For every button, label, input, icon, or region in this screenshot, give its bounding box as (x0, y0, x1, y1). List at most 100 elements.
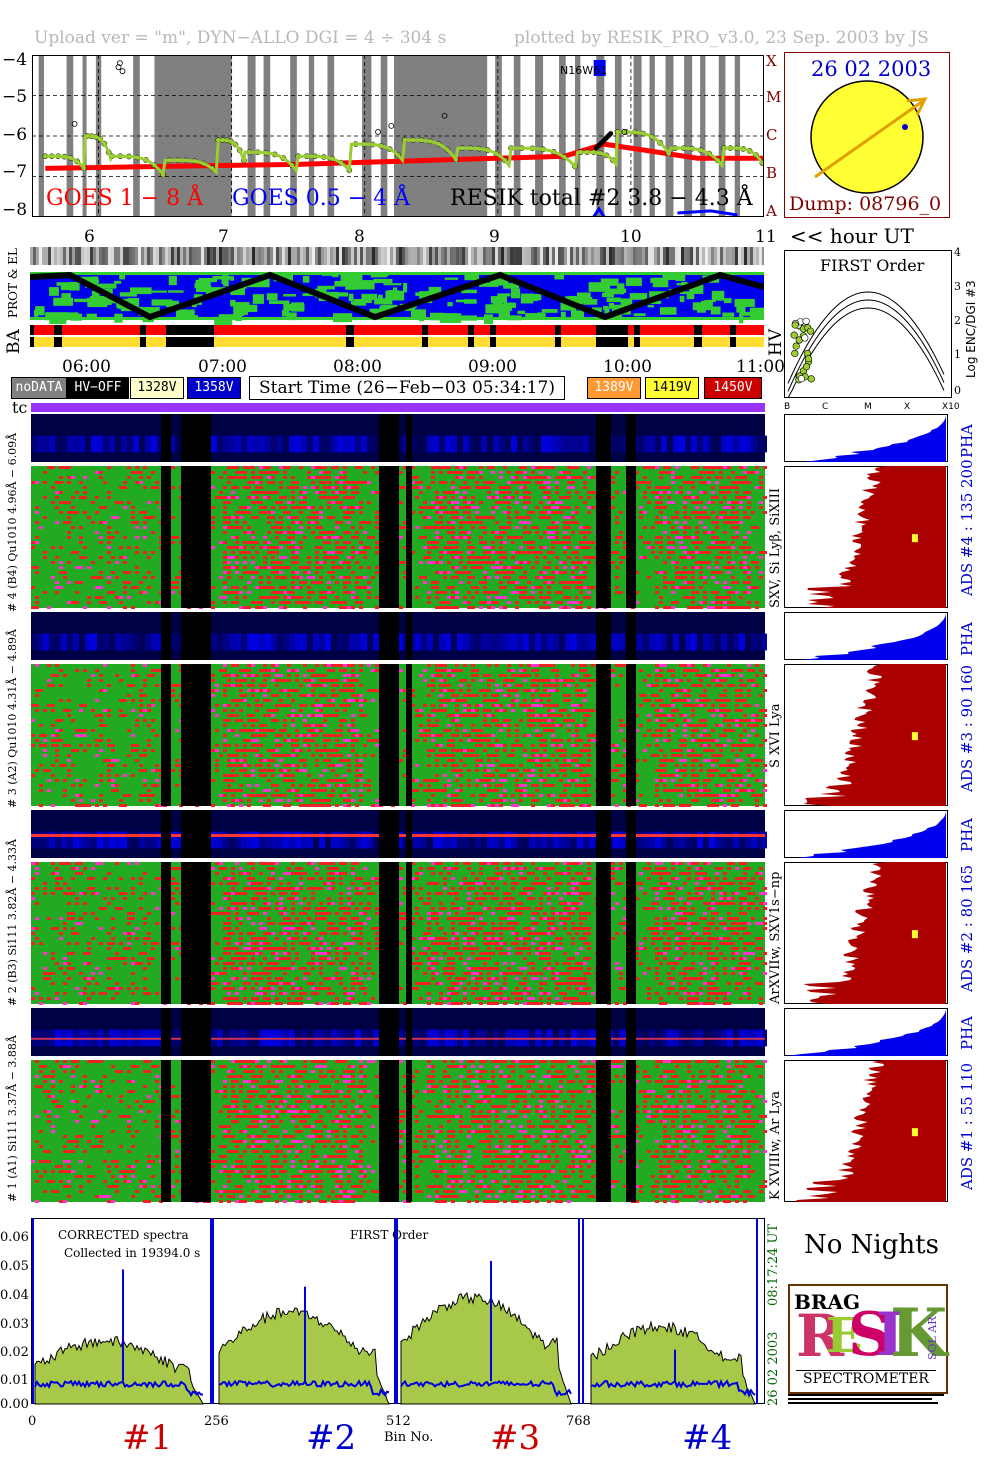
ads-cell (299, 531, 303, 534)
ads-cell (511, 689, 515, 692)
particle-patch (138, 307, 160, 316)
ads-cell (283, 556, 287, 559)
ads-cell (267, 689, 271, 692)
ads-cell (251, 471, 255, 474)
ads-cell (655, 516, 659, 519)
ads-cell (463, 466, 467, 469)
ads-cell (487, 764, 491, 767)
ads-cell (491, 754, 495, 757)
ads-cell (283, 779, 287, 782)
ads-cell (251, 561, 255, 564)
ads-cell (579, 749, 583, 752)
ads-cell (619, 536, 623, 539)
ads-cell (287, 804, 291, 807)
prot-el-strip (639, 247, 642, 265)
ads-cell (367, 664, 371, 667)
ads-cell (499, 556, 503, 559)
ads-cell (647, 481, 651, 484)
ads-cell (255, 739, 259, 742)
ads-cell (227, 516, 231, 519)
legend-1450v: 1450V (704, 377, 762, 399)
ads-cell (531, 724, 535, 727)
ads-cell (671, 586, 675, 589)
ads-cell (675, 586, 679, 589)
prot-el-strip (420, 247, 423, 265)
ads-cell (451, 481, 455, 484)
ads-cell (43, 739, 47, 742)
ads-cell (327, 496, 331, 499)
ads-cell (307, 744, 311, 747)
ads-cell (579, 794, 583, 797)
ads-cell (711, 546, 715, 549)
ads-cell (639, 516, 643, 519)
ads-cell (247, 714, 251, 717)
ads-cell (583, 669, 587, 672)
ads-cell (575, 596, 579, 599)
ads-cell (251, 476, 255, 479)
ads-cell (359, 769, 363, 772)
ads-cell (323, 476, 327, 479)
ads-cell (99, 774, 103, 777)
ads-cell (335, 694, 339, 697)
ads-cell (107, 576, 111, 579)
ads-cell (691, 576, 695, 579)
ads-cell (47, 684, 51, 687)
prot-el-strip (258, 247, 261, 265)
ads-cell (499, 566, 503, 569)
pha-column (559, 633, 565, 651)
ads-cell (247, 466, 251, 469)
ads-cell (247, 799, 251, 802)
ads-cell (675, 491, 679, 494)
ads-cell (107, 684, 111, 687)
ads-cell (543, 744, 547, 747)
pha-column (157, 633, 163, 651)
ads-cell (431, 546, 435, 549)
ads-cell (275, 744, 279, 747)
ads-cell (507, 601, 511, 604)
ads-cell (243, 774, 247, 777)
ads-cell (555, 591, 559, 594)
ads-cell (239, 576, 243, 579)
ads-cell (567, 764, 571, 767)
ads-cell (223, 526, 227, 529)
ads-cell (431, 679, 435, 682)
ads-cell (711, 571, 715, 574)
ads-cell (543, 749, 547, 752)
ads-cell (127, 794, 131, 797)
ads-cell (95, 586, 99, 589)
pha-column (439, 435, 445, 453)
ads-cell (439, 591, 443, 594)
ads-cell (299, 759, 303, 762)
ads-cell (483, 784, 487, 787)
ads-cell (371, 536, 375, 539)
prot-el-strip (48, 247, 51, 265)
pha-column (241, 435, 247, 453)
ads-cell (731, 521, 735, 524)
ads-cell (143, 794, 147, 797)
ads-cell (79, 709, 83, 712)
ads-cell (315, 779, 319, 782)
ads-cell (495, 571, 499, 574)
ads-cell (343, 804, 347, 807)
ads-cell (539, 586, 543, 589)
ads-cell (91, 729, 95, 732)
ads-cell (335, 744, 339, 747)
ads-cell (563, 709, 567, 712)
ads-cell (523, 526, 527, 529)
ads-cell (551, 511, 555, 514)
ads-cell (311, 481, 315, 484)
ads-cell (479, 759, 483, 762)
ads-cell (463, 749, 467, 752)
pha-column (361, 435, 367, 453)
ads-cell (123, 606, 127, 609)
ads-cell (559, 779, 563, 782)
ads-cell (503, 551, 507, 554)
ads-cell (211, 506, 215, 509)
ads-cell (519, 481, 523, 484)
ads-cell (575, 704, 579, 707)
hv-gap (555, 337, 561, 347)
ads-cell (575, 566, 579, 569)
ads-cell (335, 521, 339, 524)
ads-cell (67, 511, 71, 514)
prot-el-strip (147, 247, 150, 265)
